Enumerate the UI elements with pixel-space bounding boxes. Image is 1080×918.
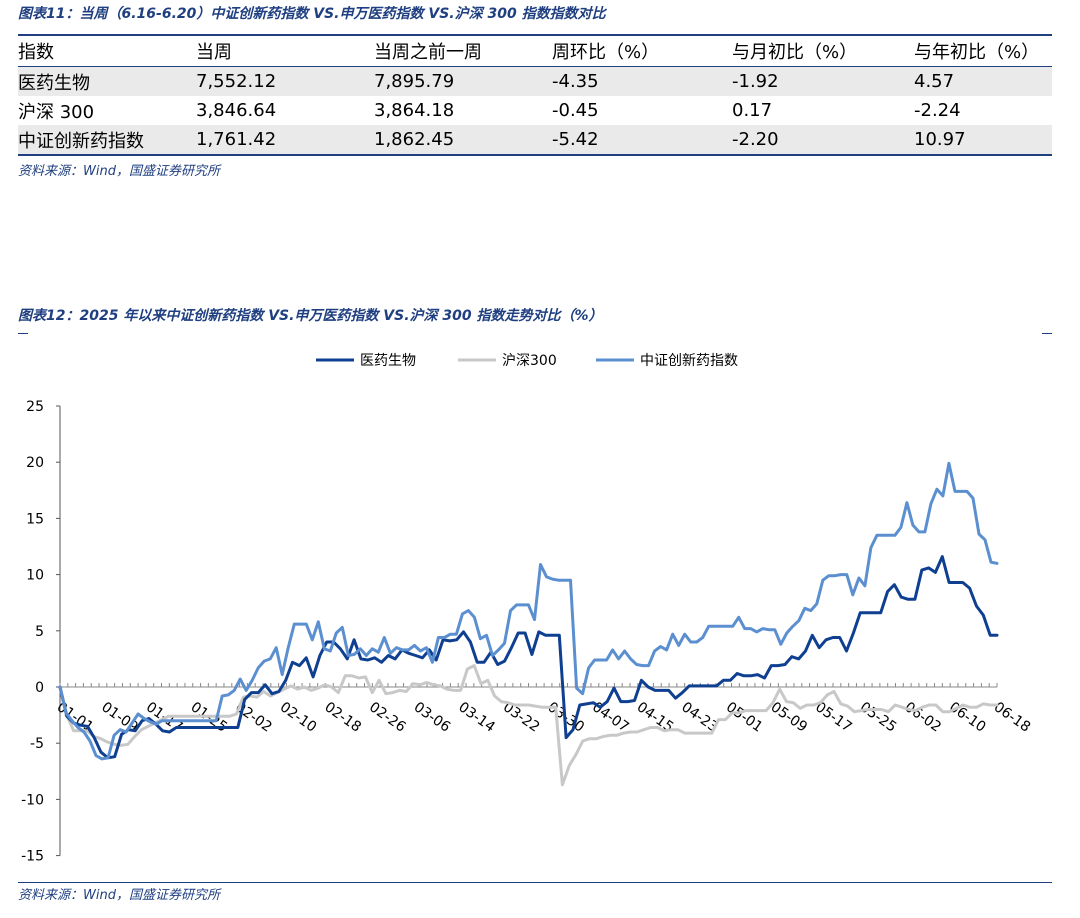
table-row: 沪深 300 3,846.64 3,864.18 -0.45 0.17 -2.2…: [18, 96, 1052, 125]
legend-label: 医药生物: [360, 353, 416, 369]
table-cell: -2.24: [914, 100, 961, 121]
table-row: 医药生物 7,552.12 7,895.79 -4.35 -1.92 4.57: [18, 66, 1052, 96]
y-tick-label: 0: [35, 680, 44, 696]
table-cell: -1.92: [732, 66, 914, 96]
y-axis: -15 -10 -5 0 5 10 15 20 25: [21, 399, 61, 865]
header-cell-mtd: 与月初比（%）: [732, 34, 914, 67]
legend-item-innovative: 中证创新药指数: [596, 353, 738, 369]
chart-source-note: 资料来源：Wind，国盛证券研究所: [18, 888, 220, 903]
table-cell: 7,895.79: [374, 66, 552, 96]
x-tick-label: 02-02: [232, 699, 275, 735]
table-source-note: 资料来源：Wind，国盛证券研究所: [18, 164, 220, 179]
series-line-innovative: [58, 461, 999, 761]
header-cell-ytd: 与年初比（%）: [914, 34, 1052, 67]
legend-item-pharma: 医药生物: [316, 353, 416, 369]
table-cell: -2.20: [732, 125, 914, 156]
chart-caption: 图表12：2025 年以来中证创新药指数 VS.申万医药指数 VS.沪深 300…: [18, 308, 603, 324]
table-cell: 10.97: [914, 125, 1052, 156]
header-cell-prev-week: 当周之前一周: [374, 34, 552, 67]
table-cell: 1,761.42: [196, 125, 374, 156]
table-cell: 1,862.45: [374, 125, 552, 156]
table-header-row: 指数 当周 当周之前一周 周环比（%） 与月初比（%） 与年初比（%）: [18, 34, 1052, 67]
y-tick-label: 25: [26, 399, 44, 415]
x-tick-label: 03-06: [411, 699, 454, 735]
y-tick-label: 15: [26, 511, 44, 527]
x-tick-label: 05-25: [857, 699, 900, 735]
x-tick-label: 03-14: [455, 699, 498, 735]
table-cell: 3,846.64: [196, 100, 277, 121]
y-tick-label: 5: [35, 624, 44, 640]
y-tick-label: -15: [21, 849, 44, 865]
x-tick-label: 02-18: [321, 699, 364, 735]
y-tick-label: -10: [21, 792, 44, 808]
chart-frame-mark-right: [1042, 333, 1052, 334]
table-row: 中证创新药指数 1,761.42 1,862.45 -5.42 -2.20 10…: [18, 125, 1052, 156]
bottom-divider: [18, 882, 1052, 883]
index-comparison-table: 指数 当周 当周之前一周 周环比（%） 与月初比（%） 与年初比（%） 医药生物…: [18, 34, 1052, 156]
x-tick-label: 02-10: [277, 699, 320, 735]
x-tick-label: 02-26: [366, 699, 409, 735]
table-cell: -0.45: [552, 100, 599, 121]
series-line-pharma: [58, 555, 999, 760]
y-tick-label: 10: [26, 568, 44, 584]
table-cell: 沪深 300: [18, 101, 95, 123]
table-cell: 3,864.18: [374, 100, 455, 121]
table-cell: 7,552.12: [196, 66, 374, 96]
series-lines: [58, 461, 999, 787]
table-cell: 0.17: [732, 100, 773, 121]
table-cell: 中证创新药指数: [18, 125, 196, 156]
header-cell-this-week: 当周: [196, 34, 374, 67]
legend-label: 中证创新药指数: [640, 353, 738, 369]
chart-frame-mark-left: [18, 333, 28, 334]
table-caption: 图表11：当周（6.16-6.20）中证创新药指数 VS.申万医药指数 VS.沪…: [18, 6, 606, 22]
header-cell-index: 指数: [18, 34, 196, 67]
table-cell: -4.35: [552, 66, 732, 96]
table-cell: -5.42: [552, 125, 732, 156]
x-tick-label: 05-09: [768, 699, 811, 735]
legend-label: 沪深300: [502, 353, 557, 369]
legend-item-csi300: 沪深300: [458, 353, 557, 369]
y-tick-label: -5: [30, 736, 44, 752]
table-cell: 4.57: [914, 66, 1052, 96]
chart-legend: 医药生物 沪深300 中证创新药指数: [316, 353, 738, 369]
table-cell: 医药生物: [18, 66, 196, 96]
y-tick-label: 20: [26, 455, 44, 471]
header-cell-wow: 周环比（%）: [552, 34, 732, 67]
